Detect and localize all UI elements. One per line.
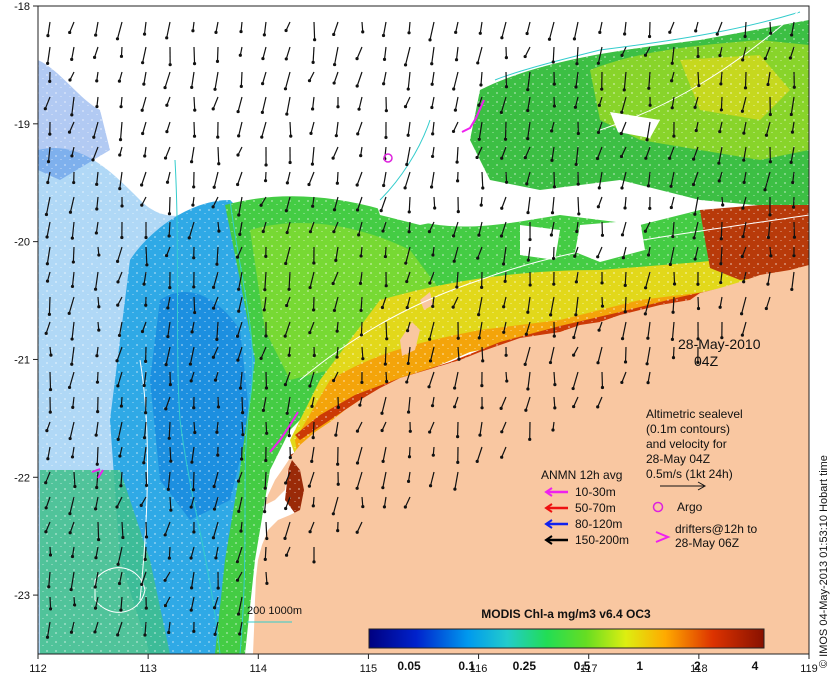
- colorbar-title: MODIS Chl-a mg/m3 v6.4 OC3: [481, 607, 651, 621]
- colorbar-tick-label: 0.1: [458, 659, 475, 673]
- svg-text:(0.1m contours): (0.1m contours): [646, 422, 730, 436]
- argo-legend-icon: [652, 501, 664, 513]
- svg-text:and velocity for: and velocity for: [646, 437, 727, 451]
- y-tick-label: -22: [14, 472, 30, 484]
- drifter-legend-icon: [655, 531, 671, 543]
- isobath-contours: [174, 11, 801, 655]
- cloud-cover: [110, 6, 660, 262]
- x-tick-label: 116: [470, 663, 488, 675]
- legend-title: ANMN 12h avg: [541, 468, 622, 482]
- colorbar-tick-label: 2: [694, 659, 701, 673]
- isobath-label: 200 1000m: [247, 605, 302, 617]
- svg-text:0.5m/s (1kt 24h): 0.5m/s (1kt 24h): [646, 467, 733, 481]
- plot-frame: [37, 5, 810, 655]
- x-tick-label: 112: [29, 663, 47, 675]
- velocity-vectors: [43, 21, 797, 639]
- x-tick-label: 119: [800, 663, 818, 675]
- colorbar-tick-label: 0.25: [513, 659, 537, 673]
- drifters-label-1: drifters@12h to: [675, 522, 758, 536]
- x-tick-label: 115: [360, 663, 378, 675]
- colorbar-gradient: [368, 628, 765, 649]
- drifter-tracks: [91, 99, 485, 479]
- colorbar: MODIS Chl-a mg/m3 v6.4 OC3 0.05 0.1 0.25 0.…: [368, 607, 765, 673]
- y-tick-label: -18: [14, 1, 30, 13]
- x-axis: 112 113 114 115 116 117 118 119: [29, 654, 818, 675]
- y-tick-label: -23: [14, 590, 30, 602]
- colorbar-tick-label: 1: [636, 659, 643, 673]
- credit-text: © IMOS 04-May-2013 01:53:10 Hobart time: [818, 455, 830, 668]
- date-label: 28-May-2010: [678, 336, 761, 352]
- colorbar-tick-label: 0.5: [574, 659, 591, 673]
- legend-item-label: 150-200m: [575, 533, 629, 547]
- x-tick-label: 114: [250, 663, 268, 675]
- y-tick-label: -19: [14, 119, 30, 131]
- argo-label: Argo: [677, 500, 703, 514]
- altimetry-note: Altimetric sealevel (0.1m contours) and …: [646, 407, 743, 491]
- legend-item-label: 50-70m: [575, 501, 616, 515]
- drifters-label-2: 28-May 06Z: [675, 536, 739, 550]
- x-tick-label: 118: [690, 663, 708, 675]
- land-mass: [253, 265, 809, 654]
- y-tick-label: -20: [14, 237, 30, 249]
- legend-item-label: 80-120m: [575, 517, 622, 531]
- island: [400, 322, 420, 356]
- legend-item-label: 10-30m: [575, 485, 616, 499]
- svg-text:28-May 04Z: 28-May 04Z: [646, 452, 710, 466]
- time-label: 04Z: [694, 353, 719, 369]
- x-tick-label: 117: [580, 663, 598, 675]
- x-tick-label: 113: [139, 663, 157, 675]
- svg-text:Altimetric sealevel: Altimetric sealevel: [646, 407, 743, 421]
- colorbar-tick-label: 0.05: [397, 659, 421, 673]
- y-axis: -18 -19 -20 -21 -22 -23: [14, 1, 38, 602]
- argo-float-marker: [383, 153, 393, 163]
- legend: ANMN 12h avg 10-30m 50-70m 80-120m 150-200m…: [247, 468, 758, 623]
- colorbar-tick-label: 4: [752, 659, 759, 673]
- y-tick-label: -21: [14, 354, 30, 366]
